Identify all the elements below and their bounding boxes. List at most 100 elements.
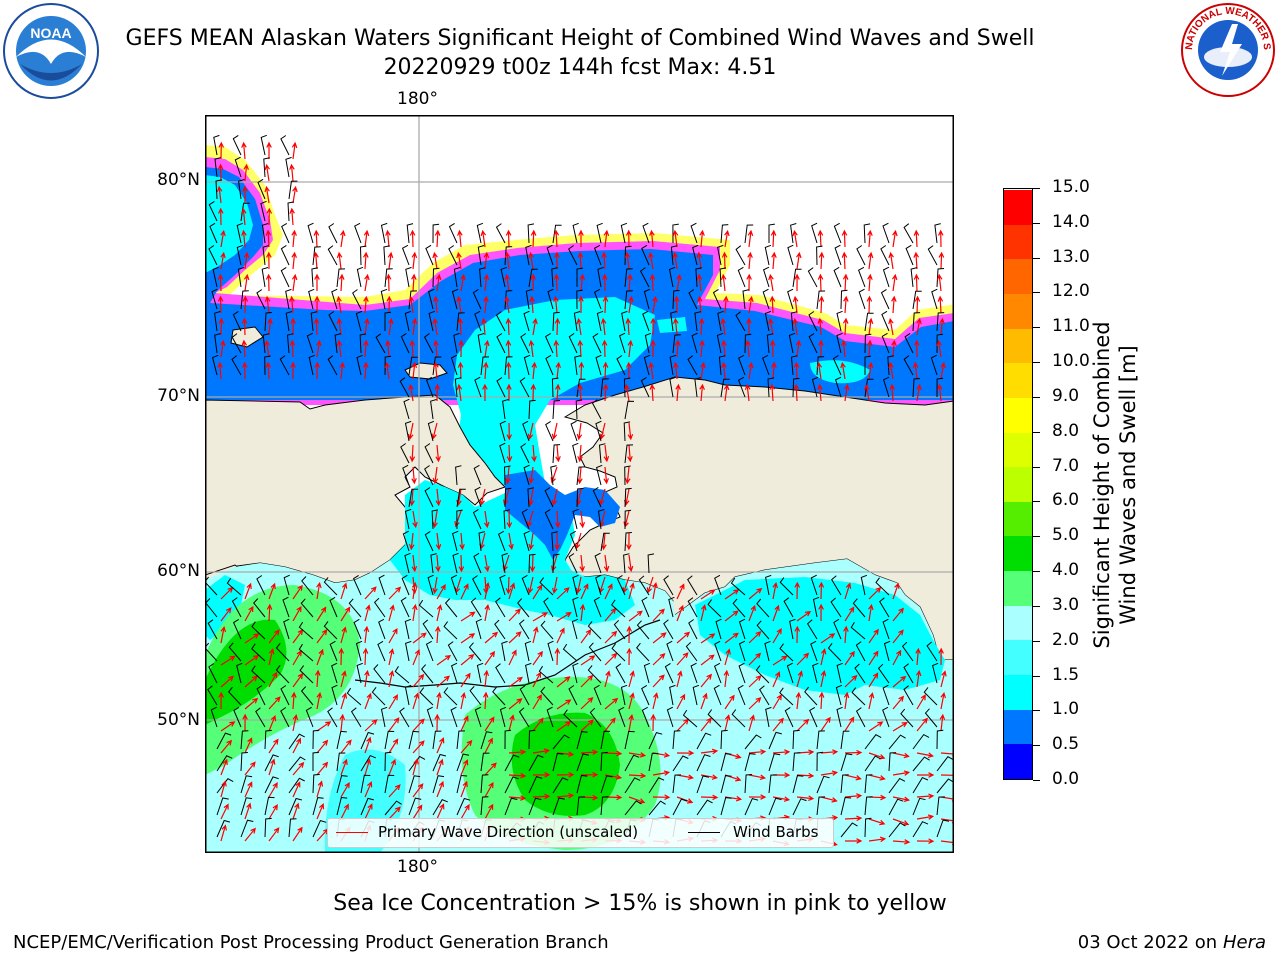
wave-direction-arrow (412, 603, 418, 622)
wind-barb (360, 774, 371, 794)
wind-barb (257, 178, 266, 200)
wind-barb (451, 288, 459, 310)
wind-barb (639, 267, 650, 288)
wave-direction-arrow (628, 692, 635, 710)
wind-barb (816, 751, 824, 772)
wind-barb (931, 288, 938, 310)
colorbar-tick-label: 11.0 (1052, 316, 1090, 337)
wave-direction-arrow (244, 737, 253, 754)
wind-barb (280, 266, 290, 288)
wind-barb (572, 574, 579, 596)
wind-barb (810, 640, 818, 662)
wind-barb (742, 289, 749, 310)
wind-barb (576, 774, 588, 794)
wave-direction-arrow (601, 339, 608, 358)
wind-barb (624, 777, 641, 794)
wave-direction-arrow (866, 295, 873, 314)
wind-barb (474, 706, 482, 728)
colorbar-segment (1004, 674, 1032, 710)
wave-direction-arrow (744, 383, 751, 402)
wind-barb (453, 267, 461, 288)
wave-direction-arrow (772, 694, 782, 710)
wind-barb (562, 643, 578, 662)
wave-direction-arrow (409, 339, 416, 358)
wave-direction-arrow (820, 633, 836, 644)
wave-direction-arrow (746, 273, 752, 292)
wave-direction-arrow (339, 361, 345, 380)
wind-barb (882, 684, 890, 706)
ocean-bering-north-1-5m (390, 480, 635, 625)
wind-barb (600, 796, 609, 816)
wave-direction-arrow (889, 383, 896, 402)
wind-barb (687, 575, 698, 596)
wave-direction-arrow (820, 670, 827, 688)
wind-barb (240, 819, 254, 838)
wave-direction-arrow (772, 655, 788, 666)
wave-direction-arrow (577, 466, 583, 485)
wind-barb (832, 354, 842, 376)
wind-barb (285, 156, 292, 178)
wave-direction-arrow (748, 794, 767, 800)
wave-direction-arrow (746, 317, 752, 336)
wave-direction-arrow (892, 770, 911, 776)
wind-barb (209, 222, 218, 244)
wave-direction-arrow (603, 554, 610, 573)
wave-direction-arrow (265, 229, 272, 248)
wave-direction-arrow (796, 652, 810, 666)
wind-barb (611, 643, 626, 662)
lat-label-50n: 50°N (157, 710, 200, 730)
wind-barb (327, 245, 338, 266)
wind-barb (811, 376, 819, 398)
wave-direction-arrow (242, 713, 248, 732)
wind-barb (496, 333, 506, 354)
ocean-arctic-west-1m (205, 175, 253, 273)
colorbar-tick-label: 9.0 (1052, 385, 1080, 406)
wind-barb (572, 596, 579, 618)
wave-direction-arrow (794, 273, 800, 292)
wave-direction-arrow (459, 532, 465, 551)
wind-barb (816, 730, 825, 750)
wind-barb (450, 354, 458, 376)
wave-direction-arrow (552, 576, 558, 594)
ocean-arctic-0-5m (205, 167, 954, 400)
wave-direction-arrow (243, 163, 249, 182)
wind-barb (499, 574, 506, 596)
wave-direction-arrow (340, 782, 350, 798)
wind-barb (502, 399, 509, 420)
wave-direction-arrow (748, 774, 767, 780)
wind-barb (504, 356, 513, 376)
wind-barb (380, 706, 388, 728)
wind-barb (779, 577, 794, 596)
wave-direction-arrow (816, 361, 823, 380)
colorbar-segment (1004, 189, 1032, 225)
wave-direction-arrow (508, 631, 522, 644)
wind-barb (228, 642, 242, 662)
wave-direction-arrow (652, 692, 659, 710)
wave-direction-arrow (891, 273, 898, 292)
wind-barb (714, 574, 722, 596)
wind-barb (477, 245, 485, 266)
wind-barb (669, 354, 676, 376)
wind-barb (715, 618, 722, 640)
wave-direction-arrow (530, 383, 537, 402)
wave-direction-arrow (748, 652, 762, 666)
wind-barb (636, 642, 650, 662)
wind-barb (924, 708, 938, 728)
wind-barb (816, 356, 825, 376)
wind-barb (501, 640, 508, 662)
wind-barb (790, 223, 797, 244)
wind-barb (327, 707, 338, 728)
wave-direction-arrow (936, 339, 942, 358)
wave-direction-arrow (916, 838, 935, 844)
wave-direction-arrow (628, 610, 643, 622)
wind-barb (620, 684, 628, 706)
wave-direction-arrow (336, 251, 343, 270)
wave-direction-arrow (676, 652, 689, 666)
wave-direction-arrow (699, 383, 705, 402)
wave-direction-arrow (432, 510, 438, 529)
wave-direction-arrow (364, 273, 370, 292)
wave-direction-arrow (843, 295, 849, 314)
wave-direction-arrow (868, 672, 879, 688)
wind-barb (647, 553, 655, 574)
wind-barb (691, 332, 698, 354)
